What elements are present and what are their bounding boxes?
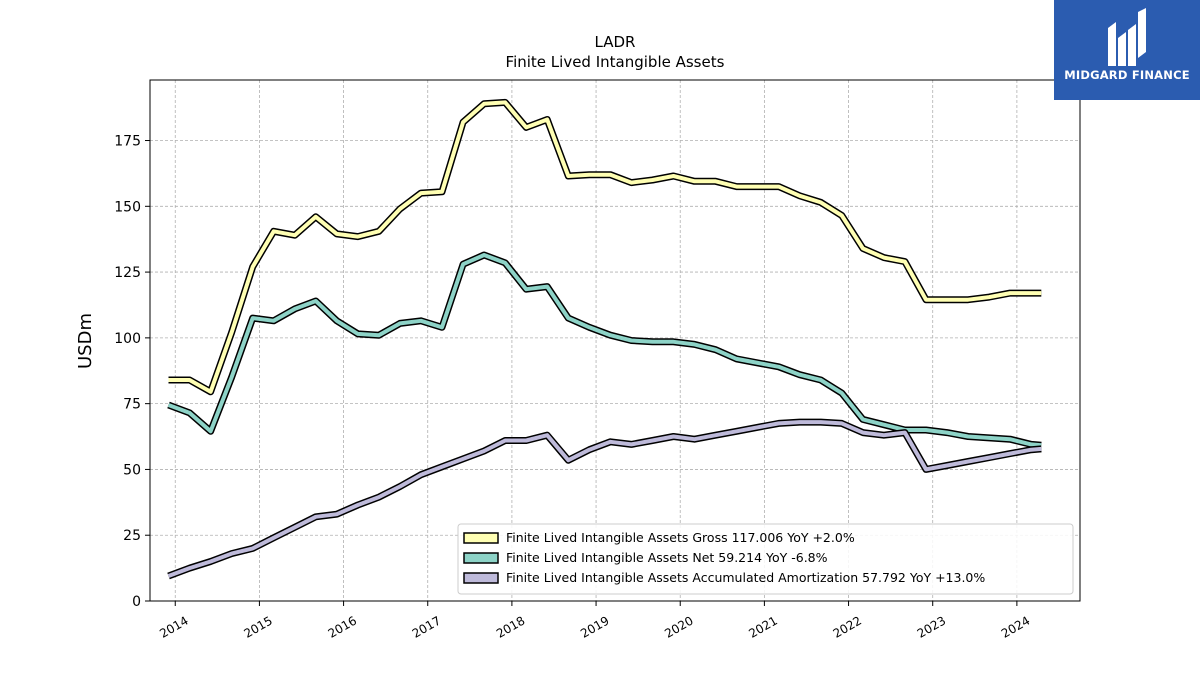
legend-swatch bbox=[463, 552, 499, 564]
x-tick-label: 2022 bbox=[831, 613, 864, 640]
x-tick-label: 2017 bbox=[410, 613, 443, 640]
series-outline-1 bbox=[167, 251, 1042, 449]
x-tick-label: 2015 bbox=[241, 613, 274, 640]
x-tick-label: 2021 bbox=[746, 613, 779, 640]
brand-logo: MIDGARD FINANCE bbox=[1054, 0, 1200, 100]
x-tick-label: 2019 bbox=[578, 613, 611, 640]
legend-swatch bbox=[463, 572, 499, 584]
x-tick-label: 2024 bbox=[999, 613, 1032, 640]
y-tick-label: 150 bbox=[114, 199, 141, 215]
x-tick-label: 2023 bbox=[915, 613, 948, 640]
x-tick-label: 2014 bbox=[157, 613, 190, 640]
y-axis-label: USDm bbox=[75, 313, 96, 369]
legend-label: Finite Lived Intangible Assets Net 59.21… bbox=[506, 550, 828, 565]
series-lines bbox=[167, 98, 1042, 580]
grid bbox=[150, 80, 1080, 602]
series-line-0 bbox=[168, 100, 1042, 394]
series-line-1 bbox=[167, 253, 1042, 448]
legend-swatch bbox=[463, 532, 499, 544]
legend-label: Finite Lived Intangible Assets Accumulat… bbox=[506, 570, 985, 585]
y-tick-label: 0 bbox=[132, 594, 141, 610]
y-tick-label: 175 bbox=[114, 134, 141, 150]
x-axis: 2014 2015 2016 2017 2018 2019 2020 2021 2022 2023… bbox=[157, 601, 1032, 641]
x-tick-label: 2020 bbox=[662, 613, 695, 640]
y-tick-label: 50 bbox=[123, 462, 141, 478]
y-tick-label: 100 bbox=[114, 331, 141, 347]
midgard-logo-icon bbox=[1108, 8, 1146, 66]
y-tick-label: 25 bbox=[123, 528, 141, 544]
legend-box bbox=[457, 523, 1074, 595]
x-tick-label: 2016 bbox=[326, 613, 359, 640]
y-tick-label: 125 bbox=[114, 265, 141, 281]
y-tick-label: 75 bbox=[123, 397, 141, 413]
chart-title: LADR bbox=[595, 33, 636, 51]
chart-subtitle: Finite Lived Intangible Assets bbox=[506, 53, 725, 71]
x-tick-label: 2018 bbox=[494, 613, 527, 640]
y-axis: 0 25 50 75 100 125 150 175 bbox=[114, 134, 150, 610]
series-outline-0 bbox=[168, 98, 1042, 396]
legend: Finite Lived Intangible Assets Gross 117… bbox=[457, 523, 1074, 595]
legend-label: Finite Lived Intangible Assets Gross 117… bbox=[506, 530, 855, 545]
brand-name: MIDGARD FINANCE bbox=[1064, 68, 1190, 82]
plot-frame bbox=[149, 79, 1081, 602]
series-line-2 bbox=[167, 420, 1042, 578]
